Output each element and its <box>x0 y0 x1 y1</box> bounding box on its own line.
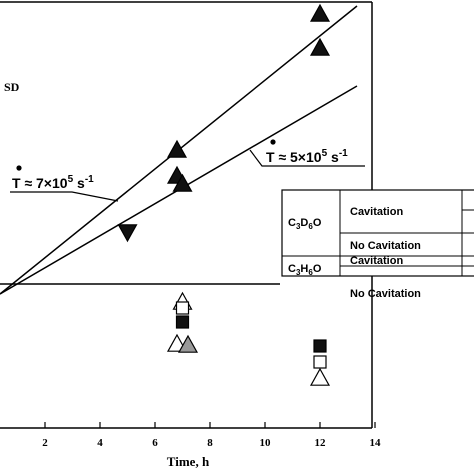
fit-label-main: T ≈ 7×10 <box>12 175 68 191</box>
fit-label-exp: 5 <box>68 174 74 185</box>
legend-compound-c3h6o: C3H6O <box>288 263 322 277</box>
dot-accent <box>16 165 22 171</box>
x-tick-label: 12 <box>315 437 327 449</box>
legend-condition: Cavitation <box>350 255 403 267</box>
fit-label-unit-exp: -1 <box>339 148 348 159</box>
fit-label-leader-shallow <box>249 149 365 167</box>
fit-label-unit-exp: -1 <box>85 174 94 185</box>
fit-label-main: T ≈ 5×10 <box>266 149 322 165</box>
x-ticks: 2 4 6 8 10 12 14 <box>42 422 381 449</box>
x-tick-label: 6 <box>152 437 158 449</box>
fit-label-unit: s <box>73 175 85 191</box>
legend-condition: No Cavitation <box>350 240 421 252</box>
data-point-filled-square <box>175 315 190 329</box>
fit-label-unit: s <box>327 149 339 165</box>
data-point-filled-triangle-up <box>172 173 193 192</box>
dot-accent <box>270 139 276 145</box>
x-tick-label: 2 <box>42 437 48 449</box>
x-tick-label: 8 <box>207 437 213 449</box>
legend-condition: No Cavitation <box>350 288 421 300</box>
legend-table: C3D6O C3H6O Cavitation No Cavitation Cav… <box>281 189 474 300</box>
fit-label-shallow: T ≈ 5×105 s-1 <box>266 139 348 165</box>
data-point-filled-square <box>313 339 327 353</box>
data-point-open-triangle-up <box>309 367 331 386</box>
data-point-filled-triangle-up <box>309 3 331 22</box>
data-point-filled-triangle-down <box>117 224 138 243</box>
data-point-open-square <box>175 301 190 315</box>
data-point-gray-triangle-up <box>177 334 199 353</box>
x-tick-label: 4 <box>97 437 103 449</box>
x-tick-label: 10 <box>260 437 272 449</box>
x-tick-label: 14 <box>370 437 382 449</box>
data-markers <box>117 3 331 386</box>
data-point-filled-triangle-up <box>166 139 188 158</box>
panel-label: SD <box>4 80 20 94</box>
fit-label-leader-steep <box>10 191 119 202</box>
fit-label-steep: T ≈ 7×105 s-1 <box>12 165 94 191</box>
fit-label-exp: 5 <box>322 148 328 159</box>
data-point-filled-triangle-up <box>309 37 331 56</box>
data-point-open-square <box>313 355 327 369</box>
legend-condition: Cavitation <box>350 206 403 218</box>
legend-compound-c3d6o: C3D6O <box>288 217 322 231</box>
svg-text:T ≈ 7×105 s-1: T ≈ 7×105 s-1 <box>12 174 94 191</box>
svg-text:T ≈ 5×105 s-1: T ≈ 5×105 s-1 <box>266 148 348 165</box>
x-axis-label: Time, h <box>167 454 210 469</box>
